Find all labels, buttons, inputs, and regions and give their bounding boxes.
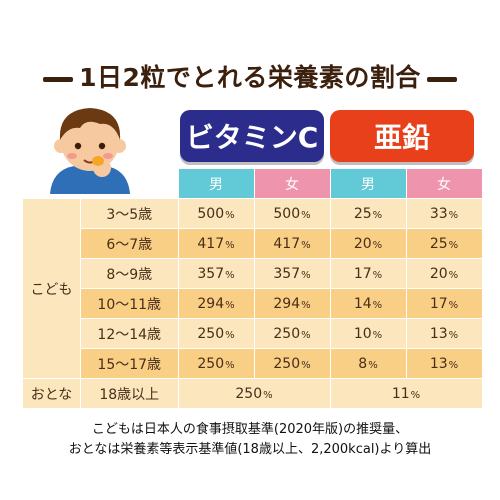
kids-group-label: こども — [22, 198, 81, 379]
value-cell: 250% — [177, 378, 331, 409]
value-cell: 20% — [329, 228, 407, 259]
age-cell: 8～9歳 — [80, 258, 179, 289]
footnote-line-2: おとなは栄養素等表示基準値(18歳以上、2,200kcal)より算出 — [68, 442, 432, 457]
age-cell: 18歳以上 — [80, 378, 179, 409]
value-cell: 25% — [329, 198, 407, 229]
value-cell: 8% — [329, 348, 407, 379]
table-row: 8～9歳 357% 357% 17% 20% — [22, 258, 483, 289]
value-cell: 17% — [329, 258, 407, 289]
vc-male-header: 男 — [177, 168, 255, 199]
adult-row: おとな 18歳以上 250% 11% — [22, 378, 483, 409]
vitamin-c-header: ビタミンC — [180, 110, 324, 162]
page-title: 1日2粒でとれる栄養素の割合 — [0, 58, 500, 94]
value-cell: 250% — [177, 318, 255, 349]
title-dash-left — [43, 76, 74, 82]
value-cell: 294% — [253, 288, 331, 319]
table-row: こども 3～5歳 500% 500% 25% 33% — [22, 198, 483, 379]
zinc-header: 亜鉛 — [330, 110, 474, 162]
child-eating-illustration — [50, 108, 130, 194]
age-cell: 6～7歳 — [80, 228, 179, 259]
value-cell: 13% — [405, 348, 483, 379]
table-row: 6～7歳 417% 417% 20% 25% — [22, 228, 483, 259]
value-cell: 357% — [177, 258, 255, 289]
value-cell: 417% — [253, 228, 331, 259]
table-row: 10～11歳 294% 294% 14% 17% — [22, 288, 483, 319]
value-cell: 357% — [253, 258, 331, 289]
value-cell: 417% — [177, 228, 255, 259]
value-cell: 294% — [177, 288, 255, 319]
value-cell: 11% — [329, 378, 483, 409]
value-cell: 33% — [405, 198, 483, 229]
age-cell: 3～5歳 — [80, 198, 179, 229]
age-cell: 10～11歳 — [80, 288, 179, 319]
table-row: 15～17歳 250% 250% 8% 13% — [22, 348, 483, 379]
value-cell: 17% — [405, 288, 483, 319]
age-cell: 15～17歳 — [80, 348, 179, 379]
title-dash-right — [426, 76, 457, 82]
table-row: 12～14歳 250% 250% 10% 13% — [22, 318, 483, 349]
value-cell: 10% — [329, 318, 407, 349]
value-cell: 25% — [405, 228, 483, 259]
value-cell: 250% — [253, 318, 331, 349]
adult-group-label: おとな — [22, 378, 81, 409]
title-text: 1日2粒でとれる栄養素の割合 — [79, 63, 421, 92]
footnote-line-1: こどもは日本人の食事摂取基準(2020年版)の推奨量、 — [91, 422, 409, 437]
value-cell: 14% — [329, 288, 407, 319]
zn-female-header: 女 — [405, 168, 483, 199]
zn-male-header: 男 — [329, 168, 407, 199]
nutrient-table: 男 女 男 女 こども 3～5歳 500% 500% 25% 33% 6～7歳 … — [22, 168, 483, 409]
value-cell: 500% — [253, 198, 331, 229]
value-cell: 250% — [253, 348, 331, 379]
value-cell: 13% — [405, 318, 483, 349]
value-cell: 20% — [405, 258, 483, 289]
value-cell: 500% — [177, 198, 255, 229]
gender-header-row: 男 女 男 女 — [23, 168, 483, 199]
age-cell: 12～14歳 — [80, 318, 179, 349]
value-cell: 250% — [177, 348, 255, 379]
vc-female-header: 女 — [253, 168, 331, 199]
